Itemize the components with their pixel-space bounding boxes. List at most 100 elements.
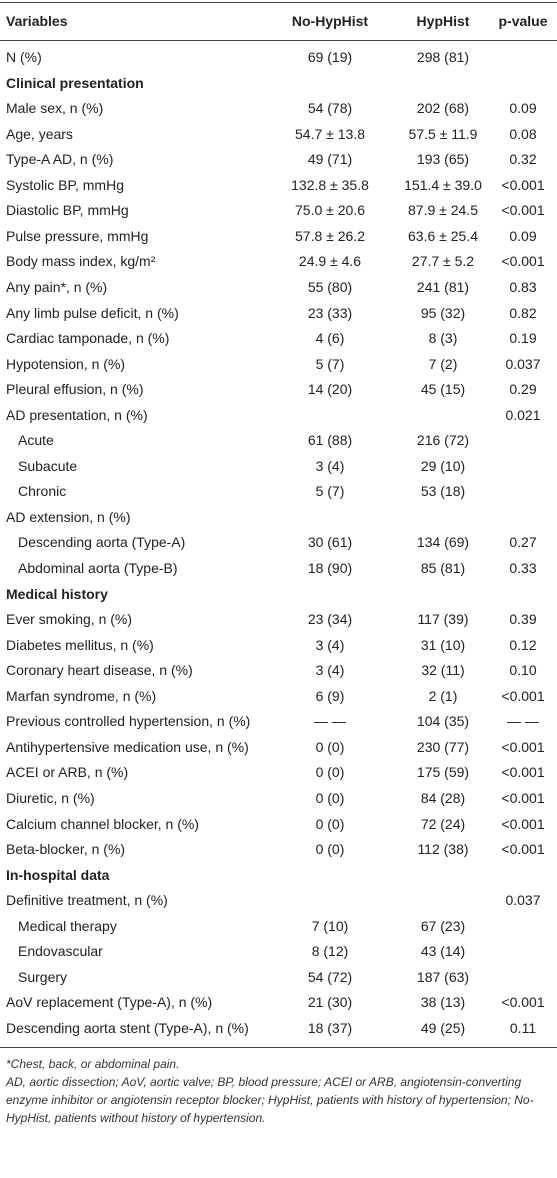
row-label: Systolic BP, mmHg [6, 176, 124, 193]
row-value: <0.001 [501, 176, 545, 193]
row-label: ACEI or ARB, n (%) [6, 764, 129, 781]
row-value: 18 (37) [307, 1019, 353, 1036]
row-value: 0.037 [505, 892, 541, 909]
row-value: 5 (7) [315, 355, 345, 372]
row-value: 0.12 [509, 636, 537, 653]
row-label: Type-A AD, n (%) [6, 151, 114, 168]
row-value: <0.001 [501, 764, 545, 781]
row-value: 5 (7) [315, 483, 345, 500]
row-value: 67 (23) [420, 917, 466, 934]
note: AD, aortic dissection; AoV, aortic valve… [6, 1075, 534, 1126]
row-label: N (%) [6, 49, 42, 65]
top-rule [0, 2, 557, 3]
row-value: 112 (38) [417, 841, 469, 858]
row-value: <0.001 [501, 253, 545, 270]
row-label: Body mass index, kg/m² [6, 253, 156, 270]
bottom-rule [0, 1047, 557, 1049]
row-label: Marfan syndrome, n (%) [6, 687, 157, 704]
row-label: Medical therapy [18, 917, 117, 934]
row-value: 8 (12) [311, 943, 349, 960]
row-value: 30 (61) [307, 534, 353, 551]
row-value: 134 (69) [416, 534, 470, 551]
row-value: 72 (24) [420, 815, 466, 832]
row-value: 69 (19) [307, 49, 353, 65]
section-title: Clinical presentation [6, 74, 144, 91]
row-value: <0.001 [501, 815, 545, 832]
row-value: 31 (10) [420, 636, 466, 653]
row-value: 87.9 ± 24.5 [408, 202, 478, 219]
row-value: 55 (80) [307, 278, 353, 295]
header-cell: p-value [498, 13, 548, 29]
row-value: 54.7 ± 13.8 [295, 125, 365, 142]
row-value: 187 (63) [416, 968, 470, 985]
row-label: AoV replacement (Type-A), n (%) [6, 994, 213, 1011]
section-title: Medical history [6, 585, 108, 602]
row-value: 32 (11) [421, 662, 465, 679]
row-value: 3 (4) [315, 636, 345, 653]
header-cell: HypHist [416, 13, 470, 29]
notes: *Chest, back, or abdominal pain. AD, aort… [6, 1055, 551, 1127]
row-value: 0.39 [509, 611, 537, 628]
row-value: 0.09 [509, 227, 537, 244]
row-value: <0.001 [501, 202, 545, 219]
row-value: 75.0 ± 20.6 [295, 202, 365, 219]
row-value: 151.4 ± 39.0 [404, 176, 482, 193]
row-value: 8 (3) [428, 330, 458, 347]
row-value: 0.29 [509, 381, 537, 398]
row-value: 57.8 ± 26.2 [295, 227, 365, 244]
row-value: 0.83 [509, 278, 537, 295]
row-label: Any limb pulse deficit, n (%) [6, 304, 179, 321]
row-value: <0.001 [501, 789, 545, 806]
row-value: 117 (39) [417, 611, 469, 628]
row-value: 216 (72) [416, 432, 470, 449]
row-value: 54 (72) [307, 968, 353, 985]
section-title: In-hospital data [6, 866, 110, 883]
row-label: AD presentation, n (%) [6, 406, 148, 423]
row-value: 43 (14) [420, 943, 466, 960]
row-value: 0 (0) [315, 764, 345, 781]
row-label: Descending aorta (Type-A) [18, 534, 186, 551]
row-value: 49 (71) [307, 151, 353, 168]
row-label: Acute [18, 432, 54, 449]
row-value: 85 (81) [420, 560, 466, 576]
row-value: 23 (34) [307, 611, 353, 628]
row-value: 0 (0) [315, 841, 345, 858]
row-value: 0.021 [505, 406, 541, 423]
row-value: 7 (2) [428, 355, 458, 372]
row-label: Any pain*, n (%) [6, 278, 108, 295]
row-value: 7 (10) [311, 917, 349, 934]
row-value: 49 (25) [420, 1019, 466, 1036]
row-label: Surgery [18, 968, 68, 985]
row-value: 202 (68) [416, 100, 470, 117]
row-value: <0.001 [501, 687, 545, 704]
header-cell: No-HypHist [291, 13, 369, 29]
row-value: 54 (78) [307, 100, 353, 117]
row-value: 0.82 [509, 304, 537, 321]
row-value: <0.001 [501, 841, 545, 858]
row-label: Pleural effusion, n (%) [6, 381, 144, 398]
row-value: 3 (4) [315, 457, 345, 474]
row-label: Definitive treatment, n (%) [6, 892, 168, 909]
row-value: 0.11 [509, 1019, 537, 1036]
row-label: Diuretic, n (%) [6, 789, 95, 806]
row-value: 193 (65) [416, 151, 470, 168]
row-value: 61 (88) [307, 432, 353, 449]
note: *Chest, back, or abdominal pain. [6, 1057, 180, 1072]
row-label: Male sex, n (%) [6, 100, 104, 117]
row-label: Antihypertensive medication use, n (%) [6, 738, 249, 755]
row-value: 0.33 [509, 560, 537, 576]
row-value: 3 (4) [315, 662, 345, 679]
row-value: 45 (15) [420, 381, 466, 398]
row-value: 14 (20) [307, 381, 353, 398]
row-value: 241 (81) [416, 278, 470, 295]
header-rule [0, 40, 557, 41]
row-value: 0 (0) [315, 738, 345, 755]
row-label: Coronary heart disease, n (%) [6, 662, 193, 679]
row-label: Hypotension, n (%) [6, 355, 126, 372]
row-value: 0 (0) [315, 789, 345, 806]
row-label: Cardiac tamponade, n (%) [6, 330, 170, 347]
row-value: 0.27 [509, 534, 537, 551]
row-label: Age, years [6, 125, 73, 142]
row-value: <0.001 [501, 738, 545, 755]
